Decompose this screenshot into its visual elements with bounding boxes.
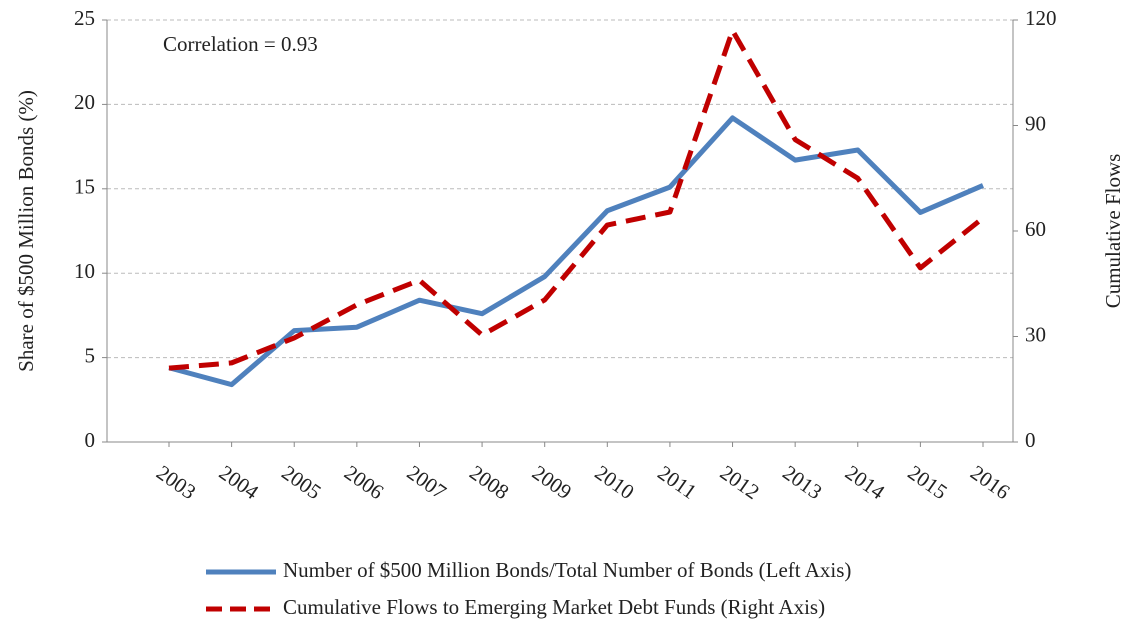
x-tick-label: 2003 xyxy=(152,460,200,504)
x-tick-label: 2008 xyxy=(465,460,513,504)
x-tick-label: 2009 xyxy=(528,460,576,504)
legend-label: Number of $500 Million Bonds/Total Numbe… xyxy=(283,558,851,582)
y2-tick-label: 60 xyxy=(1025,217,1046,241)
x-tick-label: 2013 xyxy=(778,460,826,504)
x-tick-label: 2007 xyxy=(403,460,451,504)
annotation: Correlation = 0.93 xyxy=(163,32,318,56)
y-tick-label: 0 xyxy=(85,428,96,452)
y-tick-label: 10 xyxy=(74,259,95,283)
y-tick-label: 25 xyxy=(74,6,95,30)
series-line xyxy=(168,28,985,371)
x-tick-label: 2010 xyxy=(590,460,638,504)
y2-tick-label: 90 xyxy=(1025,111,1046,135)
x-tick-label: 2014 xyxy=(841,460,890,504)
y-tick-label: 5 xyxy=(85,343,96,367)
x-tick-label: 2006 xyxy=(340,460,388,504)
x-tick-label: 2015 xyxy=(904,460,952,504)
y2-axis-label: Cumulative Flows xyxy=(1101,154,1125,309)
series-line xyxy=(168,115,984,388)
x-tick-label: 2004 xyxy=(215,460,264,504)
legend-label: Cumulative Flows to Emerging Market Debt… xyxy=(283,595,825,619)
x-tick-label: 2011 xyxy=(653,461,701,504)
y2-tick-label: 120 xyxy=(1025,6,1057,30)
y2-tick-label: 30 xyxy=(1025,322,1046,346)
x-tick-label: 2016 xyxy=(966,460,1014,504)
y-tick-label: 20 xyxy=(74,90,95,114)
y2-tick-label: 0 xyxy=(1025,428,1036,452)
x-tick-label: 2005 xyxy=(277,460,325,504)
x-tick-label: 2012 xyxy=(716,460,764,504)
y-tick-label: 15 xyxy=(74,175,95,199)
y-axis-label: Share of $500 Million Bonds (%) xyxy=(14,90,38,372)
